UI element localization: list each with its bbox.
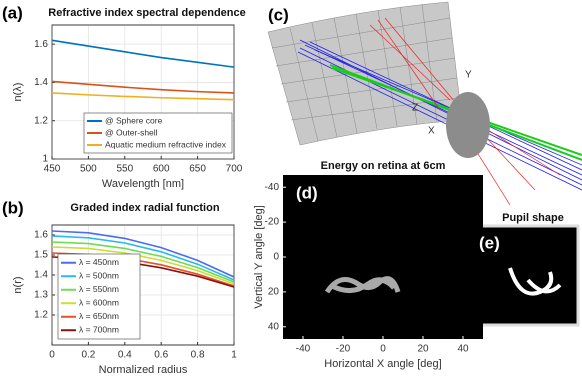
x-tick-label: 700 (226, 164, 243, 175)
panel-label: (e) (479, 233, 500, 252)
x-tick-label: -40 (296, 344, 311, 355)
legend-label: λ = 450nm (79, 257, 119, 267)
x-tick-label: 550 (116, 164, 133, 175)
y-tick-label: -40 (265, 182, 280, 193)
x-tick-label: 0.2 (81, 350, 95, 361)
y-tick-label: -20 (265, 217, 280, 228)
chart-title: Refractive index spectral dependence (48, 7, 245, 19)
pupil-image (470, 224, 580, 327)
y-tick-label: 1.4 (34, 270, 48, 281)
x-tick-label: 0.4 (118, 350, 132, 361)
legend: @ Sphere core @ Outer-shell Aquatic medium… (83, 112, 233, 154)
pupil-shape (508, 267, 562, 296)
energy-blob (324, 276, 401, 294)
legend-label: λ = 700nm (79, 325, 119, 335)
y-axis-label: n(λ) (12, 83, 24, 102)
series-line (51, 80, 235, 94)
x-tick-label: 0 (49, 350, 55, 361)
x-tick-label: 0 (380, 344, 386, 355)
x-tick-label: 0.6 (154, 350, 168, 361)
y-tick-label: 1.5 (34, 250, 48, 261)
legend-box (57, 253, 141, 340)
x-tick-label: 40 (457, 344, 469, 355)
x-tick-label: 20 (417, 344, 429, 355)
legend: λ = 450nm λ = 500nm λ = 550nm λ = 600nm λ = … (57, 253, 141, 340)
x-tick-label: 500 (80, 164, 97, 175)
y-tick-label: 20 (268, 287, 280, 298)
x-tick-label: 600 (153, 164, 170, 175)
plot-frame (51, 224, 235, 346)
legend-label: @ Sphere core (105, 115, 163, 125)
x-axis-label: Wavelength [nm] (102, 178, 184, 190)
series-line (51, 246, 235, 285)
x-tick-label: 0.8 (191, 350, 205, 361)
y-tick-label: 1.3 (34, 290, 48, 301)
legend-label: λ = 550nm (79, 284, 119, 294)
panel-label: (a) (2, 3, 23, 22)
pupil-title: Pupil shape (502, 212, 564, 224)
series-line (51, 235, 235, 281)
legend-label: λ = 600nm (79, 298, 119, 308)
x-tick-label: 1 (231, 350, 237, 361)
axis-label-y: Y (465, 70, 472, 81)
chart-title: Graded index radial function (70, 202, 219, 214)
legend-label: λ = 650nm (79, 311, 119, 321)
y-tick-label: 1.6 (34, 39, 48, 50)
y-tick-label: 1.2 (34, 310, 48, 321)
axis-label-x: X (428, 126, 435, 137)
y-tick-label: 1.4 (34, 77, 48, 88)
y-axis-label: n(r) (12, 276, 24, 293)
x-axis-label: Normalized radius (99, 364, 188, 376)
series-line (51, 39, 235, 68)
series-line (51, 230, 235, 278)
x-tick-label: 650 (189, 164, 206, 175)
x-tick-label: 450 (44, 164, 61, 175)
legend-box (83, 112, 233, 154)
panel-label: (c) (268, 5, 289, 24)
legend-label: λ = 500nm (79, 271, 119, 281)
panel-label: (b) (2, 198, 24, 217)
y-tick-label: 1 (42, 154, 48, 165)
x-axis-label: Horizontal X angle [deg] (324, 358, 441, 370)
y-tick-label: 40 (268, 321, 280, 332)
pupil-disc (446, 92, 490, 158)
series-line (51, 241, 235, 283)
x-tick-label: -20 (336, 344, 351, 355)
y-axis-label: Vertical Y angle [deg] (253, 205, 265, 309)
y-tick-label: 1.6 (34, 230, 48, 241)
legend-label: @ Outer-shell (105, 127, 158, 137)
energy-image (283, 175, 483, 339)
panel-label: (d) (296, 183, 318, 202)
y-tick-label: 0 (273, 252, 279, 263)
chart-title: Energy on retina at 6cm (321, 160, 446, 172)
y-tick-label: 1.2 (34, 115, 48, 126)
legend-label: Aquatic medium refractive index (105, 139, 227, 149)
plot-frame (51, 24, 235, 160)
series-line (51, 92, 235, 101)
ray-diagram: Y Z X (267, 1, 582, 206)
axis-label-z: Z (412, 103, 418, 114)
